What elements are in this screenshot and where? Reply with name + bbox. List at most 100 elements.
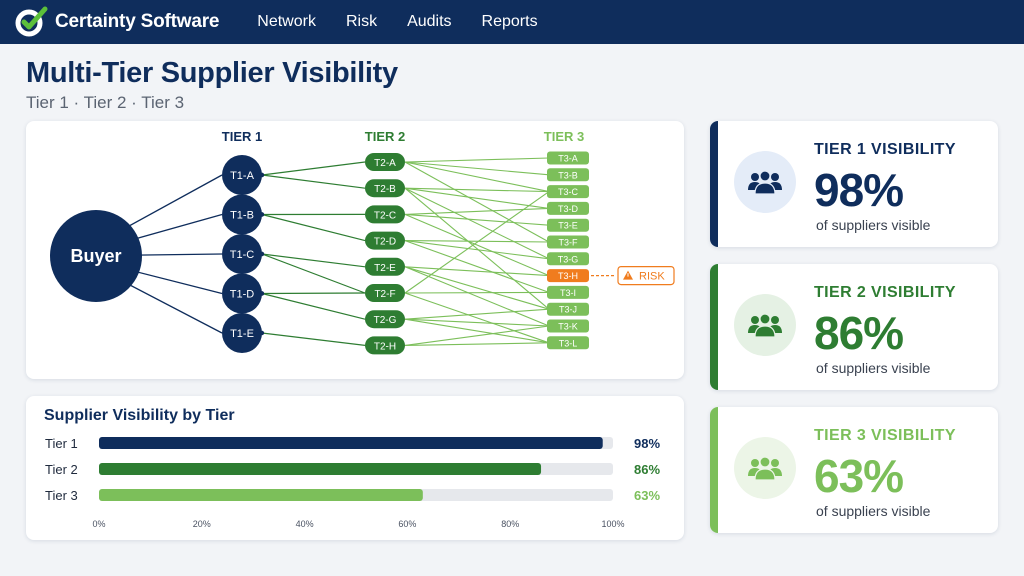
- kpi-value: 86%: [814, 307, 904, 359]
- users-icon-body: [754, 182, 776, 195]
- link-buyer-tier1: [125, 268, 223, 295]
- tier3-node: [547, 151, 589, 165]
- tier3-node-label: T3-E: [558, 221, 578, 231]
- tier1-node: [222, 273, 262, 314]
- bar-tier-1: [99, 437, 603, 449]
- bar-value-label: 98%: [634, 436, 660, 451]
- bar-tier-3: [99, 489, 423, 501]
- link-tier2-tier3: [404, 187, 550, 310]
- users-icon-head: [759, 313, 771, 325]
- bar-category-label: Tier 3: [45, 488, 78, 503]
- link-tier1-tier2: [261, 174, 366, 189]
- tier2-node: [365, 153, 405, 171]
- users-icon: [748, 456, 782, 481]
- x-tick-label: 60%: [398, 519, 416, 529]
- tier3-node: [547, 185, 589, 199]
- nav-audits[interactable]: Audits: [407, 13, 452, 30]
- link-tier2-tier3: [404, 325, 550, 346]
- users-icon-head: [751, 173, 759, 181]
- warning-icon-mark: [627, 273, 629, 277]
- tier3-risk-node: [547, 269, 589, 283]
- tier3-node: [547, 252, 589, 266]
- users-icon-head: [751, 316, 759, 324]
- bar-value-label: 86%: [634, 462, 660, 477]
- tier3-node-label: T3-I: [560, 288, 576, 298]
- bar-category-label: Tier 2: [45, 462, 78, 477]
- check-logo-icon: [15, 6, 48, 37]
- link-tier2-tier3: [404, 318, 550, 344]
- visibility-bar-chart-card: Supplier Visibility by Tier Tier 1 98% Tie…: [26, 396, 684, 540]
- tier1-node-label: T1-C: [230, 249, 255, 261]
- tier3-node-label: T3-H: [558, 271, 578, 281]
- link-tier2-tier3: [404, 213, 550, 226]
- tier1-node-label: T1-D: [230, 289, 255, 301]
- tier1-node-label: T1-E: [230, 328, 254, 340]
- link-tier2-tier3: [404, 207, 550, 215]
- tier2-node: [365, 284, 405, 302]
- link-buyer-tier1: [125, 282, 223, 334]
- users-icon-head: [759, 170, 771, 182]
- link-tier2-tier3: [404, 291, 550, 294]
- link-tier1-tier2: [261, 292, 366, 295]
- tier3-node-label: T3-C: [558, 187, 579, 197]
- kpi-accent-bar: [710, 121, 718, 247]
- tier2-node: [365, 205, 405, 224]
- link-tier1-tier2: [261, 253, 366, 294]
- link-tier2-tier3: [404, 318, 550, 327]
- tier2-node: [365, 231, 405, 250]
- link-tier2-tier3: [404, 342, 550, 346]
- supplier-network-diagram: TIER 1 TIER 2 TIER 3 Buyer T1-A T1-B T1-C T1-D T…: [50, 129, 675, 355]
- link-tier2-tier3: [404, 292, 550, 344]
- link-tier2-tier3: [404, 191, 550, 294]
- tier1-node: [222, 155, 262, 195]
- link-buyer-tier1: [125, 174, 223, 229]
- tier2-node-label: T2-F: [374, 289, 395, 300]
- kpi-icon-circle: [734, 151, 796, 213]
- link-tier2-tier3: [404, 266, 550, 310]
- tier2-node-label: T2-E: [374, 263, 396, 274]
- kpi-icon-circle: [734, 294, 796, 356]
- users-icon-body: [754, 468, 776, 481]
- kpi-caption: of suppliers visible: [816, 503, 931, 519]
- tier3-node: [547, 218, 589, 232]
- tier3-node-label: T3-G: [558, 254, 579, 264]
- bar-value-label: 63%: [634, 488, 660, 503]
- bar-tier-2: [99, 463, 542, 475]
- tier2-node-label: T2-H: [374, 341, 396, 352]
- link-tier2-tier3: [404, 187, 550, 260]
- main-nav: Network Risk Audits Reports: [257, 13, 567, 31]
- kpi-value: 63%: [814, 450, 904, 502]
- users-icon-head: [751, 459, 759, 467]
- tier2-node-label: T2-G: [374, 315, 397, 326]
- tier2-node: [365, 179, 405, 198]
- tier3-node-label: T3-K: [558, 322, 578, 332]
- link-tier2-tier3: [404, 187, 550, 193]
- nav-risk[interactable]: Risk: [345, 13, 378, 30]
- buyer-node: [50, 210, 142, 302]
- kpi-label: TIER 1 VISIBILITY: [814, 141, 956, 158]
- x-tick-label: 80%: [501, 519, 519, 529]
- tier3-node-label: T3-F: [559, 238, 579, 248]
- link-tier2-tier3: [404, 187, 550, 209]
- link-tier2-tier3: [404, 240, 550, 243]
- tier3-node: [547, 201, 589, 215]
- tier3-node: [547, 319, 589, 333]
- kpi-caption: of suppliers visible: [816, 360, 931, 376]
- link-tier1-tier2: [261, 213, 366, 242]
- top-navigation-bar: Certainty Software Network Risk Audits R…: [0, 0, 1024, 44]
- tier3-node: [547, 302, 589, 316]
- link-tier2-tier3: [404, 161, 550, 176]
- link-tier2-tier3: [404, 213, 550, 277]
- kpi-label: TIER 2 VISIBILITY: [814, 284, 956, 301]
- nav-network[interactable]: Network: [257, 13, 316, 30]
- kpi-accent-bar: [710, 264, 718, 390]
- nav-reports[interactable]: Reports: [481, 13, 538, 30]
- kpi-card-tier-2: TIER 2 VISIBILITY 86% of suppliers visib…: [710, 264, 998, 390]
- page-subtitle: Tier 1 · Tier 2 · Tier 3: [26, 93, 185, 112]
- tier1-node: [222, 313, 262, 353]
- users-icon-body: [754, 325, 776, 338]
- brand-logo[interactable]: Certainty Software: [14, 6, 219, 38]
- tier3-node-label: T3-J: [559, 305, 577, 315]
- tier3-node-label: T3-A: [558, 154, 578, 164]
- kpi-caption: of suppliers visible: [816, 217, 931, 233]
